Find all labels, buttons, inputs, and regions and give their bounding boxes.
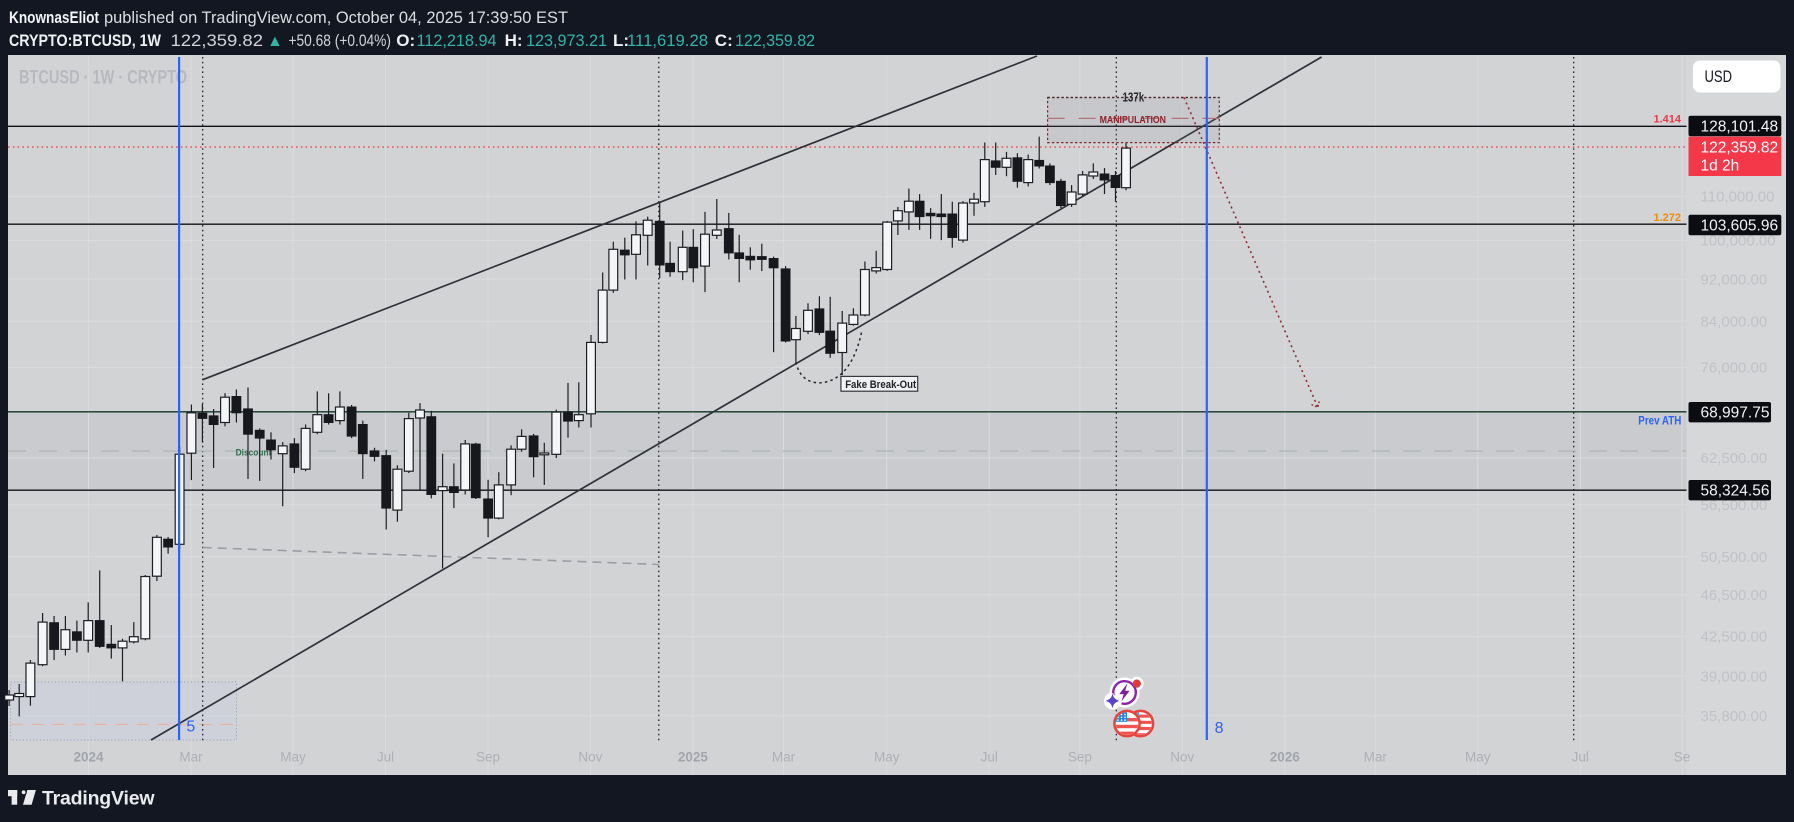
svg-text:1d 2h: 1d 2h xyxy=(1701,158,1740,175)
svg-text:46,500.00: 46,500.00 xyxy=(1701,587,1768,604)
svg-text:Se: Se xyxy=(1674,750,1691,765)
svg-text:39,000.00: 39,000.00 xyxy=(1701,668,1768,685)
svg-text:112,218.94: 112,218.94 xyxy=(417,31,497,50)
svg-text:Mar: Mar xyxy=(772,750,796,765)
svg-text:2025: 2025 xyxy=(678,750,709,765)
svg-text:Mar: Mar xyxy=(179,750,203,765)
svg-text:110,000.00: 110,000.00 xyxy=(1701,189,1775,206)
svg-text:2026: 2026 xyxy=(1270,750,1301,765)
svg-text:May: May xyxy=(874,750,900,765)
svg-text:Nov: Nov xyxy=(1170,750,1194,765)
svg-text:76,000.00: 76,000.00 xyxy=(1701,360,1768,377)
svg-text:122,359.82: 122,359.82 xyxy=(1701,139,1779,156)
svg-text:62,500.00: 62,500.00 xyxy=(1701,450,1768,467)
svg-text:L:: L: xyxy=(613,31,629,50)
svg-text:128,101.48: 128,101.48 xyxy=(1701,118,1779,135)
svg-text:122,359.82: 122,359.82 xyxy=(735,31,815,50)
svg-text:123,973.21: 123,973.21 xyxy=(526,31,607,50)
svg-text:Discount: Discount xyxy=(236,448,273,459)
svg-text:▲: ▲ xyxy=(267,33,283,50)
svg-text:35,800.00: 35,800.00 xyxy=(1701,708,1768,725)
svg-text:USD: USD xyxy=(1705,67,1733,86)
svg-text:May: May xyxy=(1465,750,1491,765)
svg-text:TradingView: TradingView xyxy=(42,788,155,810)
svg-text:CRYPTO:BTCUSD, 1W: CRYPTO:BTCUSD, 1W xyxy=(9,31,162,50)
svg-text:May: May xyxy=(280,750,306,765)
svg-text:Sep: Sep xyxy=(1068,750,1092,765)
svg-text:84,000.00: 84,000.00 xyxy=(1701,313,1768,330)
svg-text:137k: 137k xyxy=(1123,91,1145,105)
svg-text:68,997.75: 68,997.75 xyxy=(1701,405,1770,422)
svg-text:Sep: Sep xyxy=(476,750,500,765)
svg-text:BTCUSD · 1W · CRYPTO: BTCUSD · 1W · CRYPTO xyxy=(19,68,187,89)
svg-text:Nov: Nov xyxy=(578,750,602,765)
svg-text:50,500.00: 50,500.00 xyxy=(1701,549,1768,566)
svg-text:58,324.56: 58,324.56 xyxy=(1701,483,1770,500)
svg-text:111,619.28: 111,619.28 xyxy=(627,31,708,50)
svg-text:42,500.00: 42,500.00 xyxy=(1701,629,1768,646)
svg-text:2024: 2024 xyxy=(73,750,104,765)
svg-text:5: 5 xyxy=(186,719,195,736)
svg-text:+50.68 (+0.04%): +50.68 (+0.04%) xyxy=(289,31,392,50)
svg-text:published on TradingView.com,: published on TradingView.com, October 04… xyxy=(104,8,568,27)
svg-text:KnownasEliot: KnownasEliot xyxy=(9,8,99,27)
svg-text:MANIPULATION: MANIPULATION xyxy=(1100,114,1166,126)
svg-text:56,500.00: 56,500.00 xyxy=(1701,497,1768,514)
svg-text:Jul: Jul xyxy=(981,750,998,765)
svg-text:Jul: Jul xyxy=(1572,750,1589,765)
svg-text:Mar: Mar xyxy=(1364,750,1388,765)
svg-text:92,000.00: 92,000.00 xyxy=(1701,271,1768,288)
svg-text:Jul: Jul xyxy=(377,750,394,765)
svg-text:8: 8 xyxy=(1215,720,1224,737)
svg-text:Fake Break-Out: Fake Break-Out xyxy=(845,379,916,391)
svg-text:Prev ATH: Prev ATH xyxy=(1638,415,1681,427)
svg-text:H:: H: xyxy=(505,31,523,50)
svg-text:122,359.82: 122,359.82 xyxy=(171,31,264,50)
svg-text:1.414: 1.414 xyxy=(1653,113,1681,125)
svg-text:100,000.00: 100,000.00 xyxy=(1701,233,1776,250)
svg-text:1.272: 1.272 xyxy=(1653,212,1681,224)
svg-text:103,605.96: 103,605.96 xyxy=(1701,217,1779,234)
svg-text:C:: C: xyxy=(715,31,733,50)
svg-text:O:: O: xyxy=(396,31,415,50)
